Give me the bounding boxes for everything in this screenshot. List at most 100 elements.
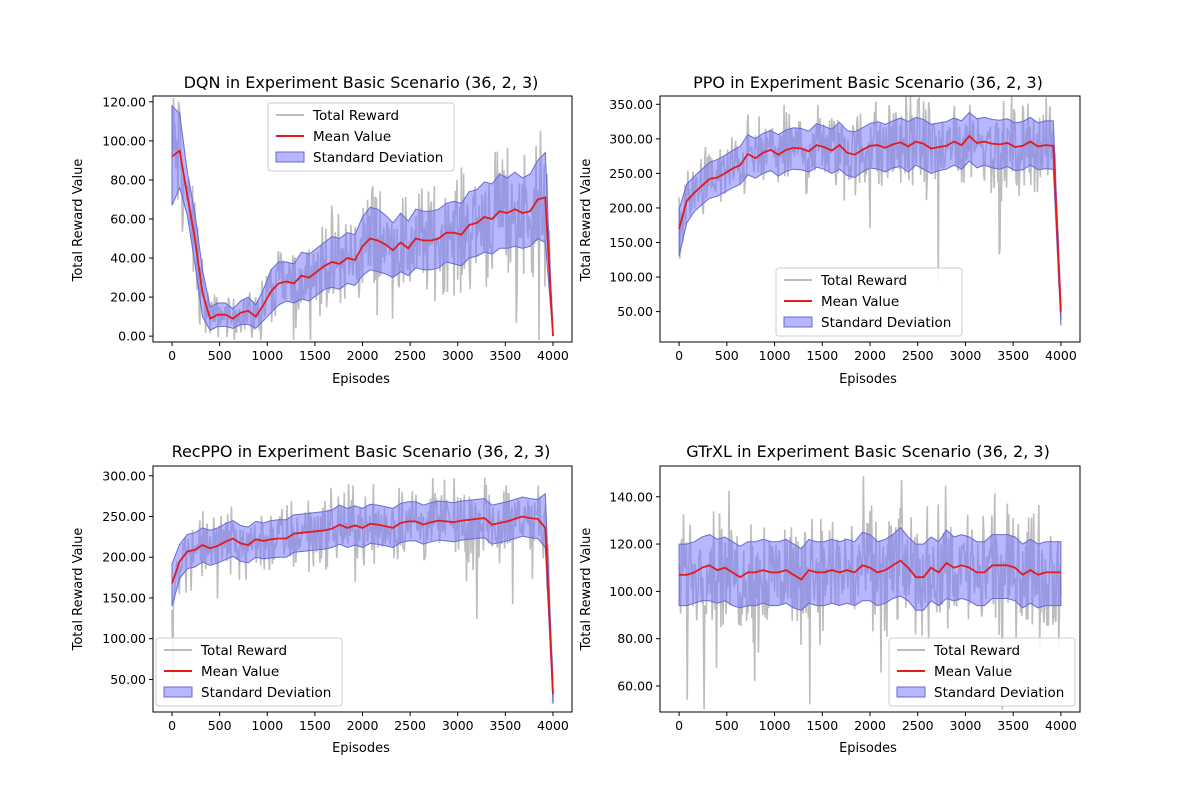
- y-tick-label: 250.00: [609, 166, 653, 181]
- x-axis-label: Episodes: [332, 741, 390, 756]
- plot-data: [171, 97, 554, 341]
- legend-label-total-reward: Total Reward: [312, 108, 399, 124]
- legend-label-std-deviation: Standard Deviation: [821, 315, 951, 331]
- x-tick-label: 500: [715, 718, 739, 733]
- legend-label-std-deviation: Standard Deviation: [201, 685, 331, 701]
- y-tick-label: 50.00: [110, 672, 146, 687]
- y-axis-label: Total Reward Value: [579, 528, 594, 652]
- y-tick-label: 60.00: [617, 678, 653, 693]
- panel-gtrxl: GTrXL in Experiment Basic Scenario (36, …: [579, 442, 1081, 756]
- x-tick-label: 0: [675, 348, 683, 363]
- y-tick-label: 350.00: [609, 97, 653, 112]
- plot-area: 0 500 1000 1500 2000 2500 3000 3500 4000 0.00 20.0…: [102, 94, 573, 363]
- x-tick-label: 3000: [442, 718, 474, 733]
- legend-label-std-deviation: Standard Deviation: [934, 685, 1064, 701]
- x-tick-label: 3500: [489, 348, 521, 363]
- x-tick-label: 1500: [299, 718, 331, 733]
- plot-data: [678, 476, 1062, 710]
- y-tick-label: 300.00: [609, 131, 653, 146]
- y-tick-label: 40.00: [110, 251, 146, 266]
- x-tick-label: 3500: [489, 718, 521, 733]
- panel-dqn: DQN in Experiment Basic Scenario (36, 2,…: [71, 73, 573, 387]
- y-axis-label: Total Reward Value: [579, 159, 594, 283]
- std-deviation-band: [171, 492, 554, 704]
- x-tick-label: 2500: [902, 718, 934, 733]
- y-tick-label: 50.00: [617, 304, 653, 319]
- legend-label-mean-value: Mean Value: [934, 664, 1012, 680]
- legend-label-mean-value: Mean Value: [201, 664, 279, 680]
- plot-area: 0 500 1000 1500 2000 2500 3000 3500 4000 60.00 80.…: [609, 465, 1081, 733]
- y-tick-label: 100.00: [609, 270, 653, 285]
- legend: Total Reward Mean Value Standard Deviation: [775, 267, 963, 337]
- x-tick-label: 500: [208, 718, 232, 733]
- y-tick-label: 60.00: [110, 212, 146, 227]
- legend-swatch-std-deviation: [783, 316, 813, 328]
- y-tick-label: 0.00: [118, 329, 146, 344]
- x-tick-label: 2500: [902, 348, 934, 363]
- legend-swatch-std-deviation: [163, 686, 193, 698]
- y-axis-label: Total Reward Value: [71, 159, 86, 283]
- y-tick-label: 200.00: [102, 550, 146, 565]
- x-tick-label: 1000: [759, 348, 791, 363]
- x-tick-label: 500: [208, 348, 232, 363]
- panel-recppo: RecPPO in Experiment Basic Scenario (36,…: [71, 442, 573, 756]
- legend: Total Reward Mean Value Standard Deviation: [888, 637, 1076, 707]
- legend-label-total-reward: Total Reward: [933, 643, 1020, 659]
- plot-area: 0 500 1000 1500 2000 2500 3000 3500 4000 50.00 100…: [609, 95, 1081, 363]
- x-tick-label: 1000: [759, 718, 791, 733]
- y-tick-label: 300.00: [102, 468, 146, 483]
- std-deviation-band: [171, 104, 554, 337]
- chart-title: PPO in Experiment Basic Scenario (36, 2,…: [693, 73, 1043, 92]
- x-tick-label: 3000: [442, 348, 474, 363]
- chart-title: GTrXL in Experiment Basic Scenario (36, …: [686, 442, 1050, 461]
- x-tick-label: 1000: [251, 718, 283, 733]
- x-tick-label: 0: [675, 718, 683, 733]
- legend-box: [267, 102, 455, 172]
- chart-title: DQN in Experiment Basic Scenario (36, 2,…: [184, 73, 539, 92]
- std-deviation-band: [678, 526, 1062, 611]
- y-tick-label: 100.00: [609, 584, 653, 599]
- x-tick-label: 0: [168, 348, 176, 363]
- plot-data: [678, 96, 1062, 326]
- x-tick-label: 0: [168, 718, 176, 733]
- legend-box: [155, 637, 343, 707]
- x-tick-label: 1000: [251, 348, 283, 363]
- y-tick-label: 140.00: [609, 489, 653, 504]
- plot-area: 0 500 1000 1500 2000 2500 3000 3500 4000 50.00 100…: [102, 465, 573, 733]
- legend-label-total-reward: Total Reward: [820, 273, 907, 289]
- y-tick-label: 100.00: [102, 133, 146, 148]
- plot-data: [171, 477, 554, 704]
- x-tick-label: 2000: [854, 718, 886, 733]
- x-tick-label: 3500: [997, 348, 1029, 363]
- x-tick-label: 1500: [806, 348, 838, 363]
- legend-box: [888, 637, 1076, 707]
- panel-ppo: PPO in Experiment Basic Scenario (36, 2,…: [579, 73, 1081, 387]
- legend: Total Reward Mean Value Standard Deviation: [267, 102, 455, 172]
- legend-swatch-std-deviation: [896, 686, 926, 698]
- x-tick-label: 3000: [950, 348, 982, 363]
- x-tick-label: 2500: [394, 348, 426, 363]
- std-deviation-band: [678, 111, 1062, 326]
- y-tick-label: 200.00: [609, 200, 653, 215]
- x-tick-label: 3000: [950, 718, 982, 733]
- y-tick-label: 120.00: [609, 537, 653, 552]
- y-tick-label: 80.00: [617, 631, 653, 646]
- x-tick-label: 4000: [1045, 348, 1077, 363]
- legend: Total Reward Mean Value Standard Deviation: [155, 637, 343, 707]
- y-tick-label: 250.00: [102, 509, 146, 524]
- x-tick-label: 3500: [997, 718, 1029, 733]
- x-tick-label: 2000: [347, 348, 379, 363]
- legend-label-std-deviation: Standard Deviation: [313, 150, 443, 166]
- legend-label-total-reward: Total Reward: [200, 643, 287, 659]
- y-tick-label: 150.00: [609, 235, 653, 250]
- y-tick-label: 80.00: [110, 172, 146, 187]
- legend-swatch-std-deviation: [275, 151, 305, 163]
- x-tick-label: 4000: [537, 348, 569, 363]
- x-axis-label: Episodes: [332, 372, 390, 387]
- x-tick-label: 1500: [806, 718, 838, 733]
- x-tick-label: 2000: [347, 718, 379, 733]
- y-tick-label: 100.00: [102, 631, 146, 646]
- legend-label-mean-value: Mean Value: [821, 294, 899, 310]
- x-tick-label: 4000: [1045, 718, 1077, 733]
